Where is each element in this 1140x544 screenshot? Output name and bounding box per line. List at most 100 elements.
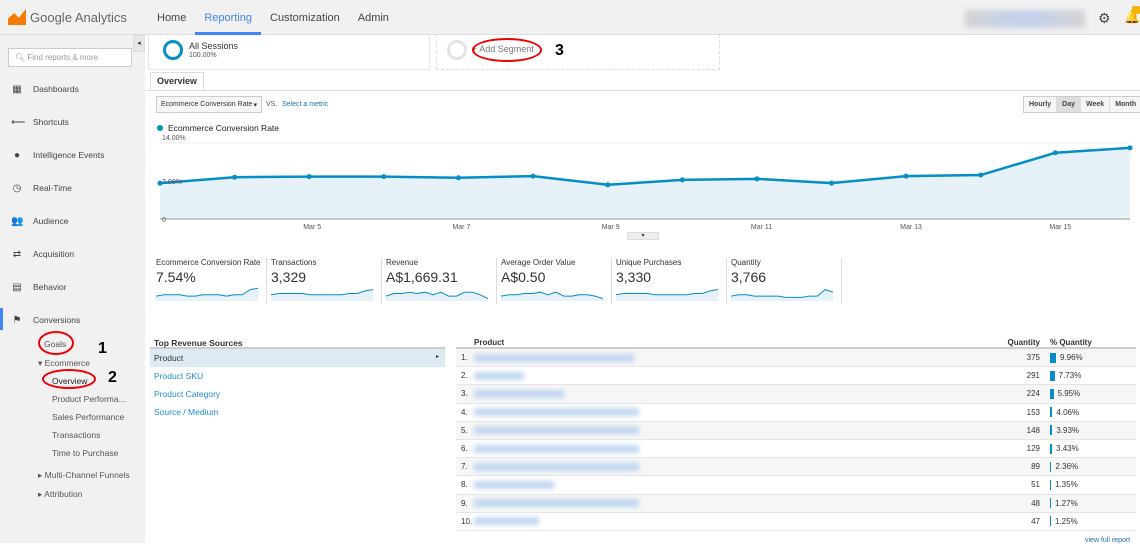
col-pct-quantity[interactable]: % Quantity — [1050, 338, 1092, 347]
scorecard[interactable]: Unique Purchases 3,330 — [612, 258, 727, 304]
scorecard[interactable]: Revenue A$1,669.31 — [382, 258, 497, 304]
row-quantity: 48 — [1031, 498, 1040, 508]
sidebar-item-audience[interactable]: 👥 Audience — [0, 211, 133, 231]
nav-customization[interactable]: Customization — [270, 12, 340, 24]
annotation-circle-goals — [38, 331, 74, 355]
sidebar-item-dashboards[interactable]: ▦ Dashboards — [0, 79, 133, 99]
sidebar-item-conversions[interactable]: ⚑ Conversions — [0, 308, 133, 330]
select-metric-link[interactable]: Select a metric — [282, 101, 329, 108]
search-input[interactable]: 🔍︎ Find reports & more — [8, 48, 132, 67]
table-row[interactable]: 9. 48 1.27% — [456, 494, 1136, 513]
product-name-blurred[interactable] — [474, 426, 639, 435]
sidebar-ecommerce[interactable]: ▾ Ecommerce — [38, 358, 90, 368]
source-product-sku[interactable]: Product SKU — [154, 371, 204, 381]
nav-home[interactable]: Home — [157, 12, 187, 24]
sidebar-item-label: Shortcuts — [33, 117, 69, 127]
sidebar-multi-channel-funnels[interactable]: ▸ Multi-Channel Funnels — [38, 470, 130, 480]
pct-bar — [1050, 461, 1052, 472]
row-quantity: 148 — [1026, 425, 1040, 435]
nav-reporting[interactable]: Reporting — [195, 0, 262, 35]
line-chart[interactable]: 14.00% 7.00% 0 Mar 5 Mar 7 Mar 9 Mar 11 Mar 13 M… — [145, 135, 1140, 245]
product-name-blurred[interactable] — [474, 408, 639, 417]
segment-all-sessions[interactable]: All Sessions 100.00% — [148, 35, 430, 70]
metric-dropdown[interactable]: Ecommerce Conversion Rate ▾ — [156, 96, 262, 113]
product-name-blurred[interactable] — [474, 371, 524, 380]
sparkline — [731, 289, 833, 301]
source-product-category[interactable]: Product Category — [154, 389, 221, 399]
scorecard[interactable]: Transactions 3,329 — [267, 258, 382, 304]
product-name-blurred[interactable] — [474, 517, 539, 526]
table-row[interactable]: 8. 51 1.35% — [456, 476, 1136, 495]
sparkline-line — [501, 291, 603, 300]
y-tick-label: 14.00% — [162, 135, 186, 142]
x-tick-label: Mar 9 — [602, 224, 620, 231]
sidebar-item-shortcuts[interactable]: ⟵ Shortcuts — [0, 112, 133, 132]
product-name-blurred[interactable] — [474, 353, 634, 362]
tab-overview[interactable]: Overview — [150, 72, 205, 91]
product-name-blurred[interactable] — [474, 389, 564, 398]
nav-admin[interactable]: Admin — [357, 12, 389, 24]
table-row[interactable]: 1. 375 9.96% — [456, 349, 1136, 368]
chevron-down-icon: ▾ — [253, 102, 257, 109]
table-row[interactable]: 10. 47 1.25% — [456, 513, 1136, 531]
sidebar-time-to-purchase[interactable]: Time to Purchase — [52, 448, 119, 458]
sidebar-transactions[interactable]: Transactions — [52, 430, 101, 440]
product-name-blurred[interactable] — [474, 480, 554, 489]
chart-expand-handle[interactable]: ▾ — [627, 232, 659, 240]
source-medium[interactable]: Source / Medium — [154, 407, 219, 417]
table-row[interactable]: 4. 153 4.06% — [456, 404, 1136, 422]
data-point — [754, 176, 760, 182]
sidebar-attribution[interactable]: ▸ Attribution — [38, 489, 83, 499]
sparkline-line — [386, 291, 488, 300]
sidebar-sales-performance[interactable]: Sales Performance — [52, 412, 125, 422]
x-tick-label: Mar 5 — [303, 224, 321, 231]
google-analytics-logo[interactable]: Google Analytics — [8, 9, 127, 25]
product-name-blurred[interactable] — [474, 444, 639, 453]
row-pct: 7.73% — [1058, 371, 1082, 381]
gear-icon[interactable]: ⚙ — [1098, 10, 1111, 26]
table-row[interactable]: 5. 148 3.93% — [456, 421, 1136, 440]
x-tick-label: Mar 11 — [751, 224, 772, 231]
sidebar-product-performance[interactable]: Product Performa... — [52, 394, 126, 404]
table-row[interactable]: 7. 89 2.36% — [456, 458, 1136, 477]
col-quantity[interactable]: Quantity — [1007, 338, 1040, 347]
sparkline-area — [386, 292, 488, 301]
collapse-sidebar-button[interactable]: ◂ — [133, 35, 145, 52]
source-product[interactable]: Product ▸ — [150, 349, 445, 367]
col-product[interactable]: Product — [474, 338, 505, 347]
intelligence-events-icon: ● — [13, 149, 21, 161]
scorecard[interactable]: Ecommerce Conversion Rate 7.54% — [152, 258, 267, 304]
sidebar-item-intelligence-events[interactable]: ● Intelligence Events — [0, 145, 133, 165]
top-revenue-sources: Top Revenue Sources Product ▸ Product SKU… — [150, 336, 445, 421]
day-button[interactable]: Day — [1056, 97, 1081, 112]
chart-line — [159, 146, 1131, 187]
scorecard[interactable]: Quantity 3,766 — [727, 258, 842, 304]
row-pct: 1.35% — [1055, 480, 1078, 490]
y-tick-label: 7.00% — [162, 179, 182, 186]
view-full-report-link[interactable]: view full report — [1085, 537, 1131, 544]
product-name-blurred[interactable] — [474, 499, 639, 508]
hourly-button[interactable]: Hourly — [1024, 97, 1057, 112]
sparkline — [501, 291, 603, 301]
sidebar-item-label: Behavior — [33, 282, 67, 292]
sidebar-item-behavior[interactable]: ▤ Behavior — [0, 277, 133, 297]
account-selector-blurred[interactable] — [965, 10, 1085, 28]
table-row[interactable]: 2. 291 7.73% — [456, 367, 1136, 386]
data-point — [1127, 145, 1133, 151]
scorecard-label: Revenue — [386, 258, 419, 267]
chevron-right-icon: ▸ — [435, 354, 439, 360]
table-row[interactable]: 6. 129 3.43% — [456, 440, 1136, 459]
sidebar-item-acquisition[interactable]: ⇄ Acquisition — [0, 244, 133, 264]
sidebar-item-real-time[interactable]: ◷ Real-Time — [0, 178, 133, 198]
scorecard-value: 3,766 — [731, 269, 767, 285]
scorecard[interactable]: Average Order Value A$0.50 — [497, 258, 612, 304]
table-row[interactable]: 3. 224 5.95% — [456, 385, 1136, 404]
sparkline-area — [501, 292, 603, 301]
annotation-3: 3 — [555, 42, 564, 59]
month-button[interactable]: Month — [1109, 97, 1140, 112]
pct-bar — [1050, 388, 1054, 399]
sidebar-item-label: Dashboards — [33, 84, 79, 94]
week-button[interactable]: Week — [1080, 97, 1110, 112]
product-name-blurred[interactable] — [474, 462, 639, 471]
row-rank: 2. — [461, 371, 468, 381]
